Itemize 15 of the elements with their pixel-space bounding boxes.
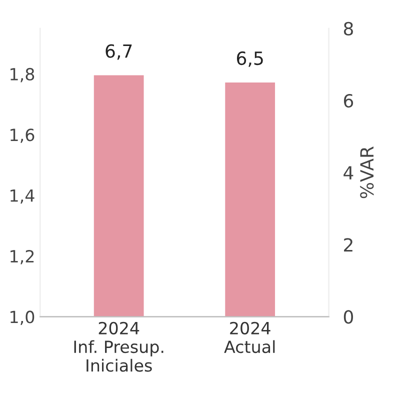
y2-tick-label: 2 — [344, 238, 352, 252]
y-tick-label: 1,8 — [10, 68, 34, 82]
y2-tick-label: 4 — [344, 166, 354, 180]
y2-tick-label: 0 — [344, 310, 353, 324]
data-label: 6,5 — [236, 51, 263, 67]
x-tick-label: 2024 Actual — [224, 322, 275, 354]
y-tick-label: 1,2 — [10, 250, 34, 264]
y2-axis-title: %VAR — [360, 146, 374, 198]
x-tick-label: 2024 Inf. Presup. Iniciales — [74, 322, 164, 372]
y2-tick-label: 6 — [344, 94, 354, 108]
y2-tick-label: 8 — [344, 22, 353, 36]
data-label: 6,7 — [106, 44, 132, 60]
y-tick-label: 1,0 — [10, 310, 34, 325]
y-tick-label: 1,4 — [10, 189, 34, 204]
y-tick-label: 1,6 — [10, 128, 34, 143]
